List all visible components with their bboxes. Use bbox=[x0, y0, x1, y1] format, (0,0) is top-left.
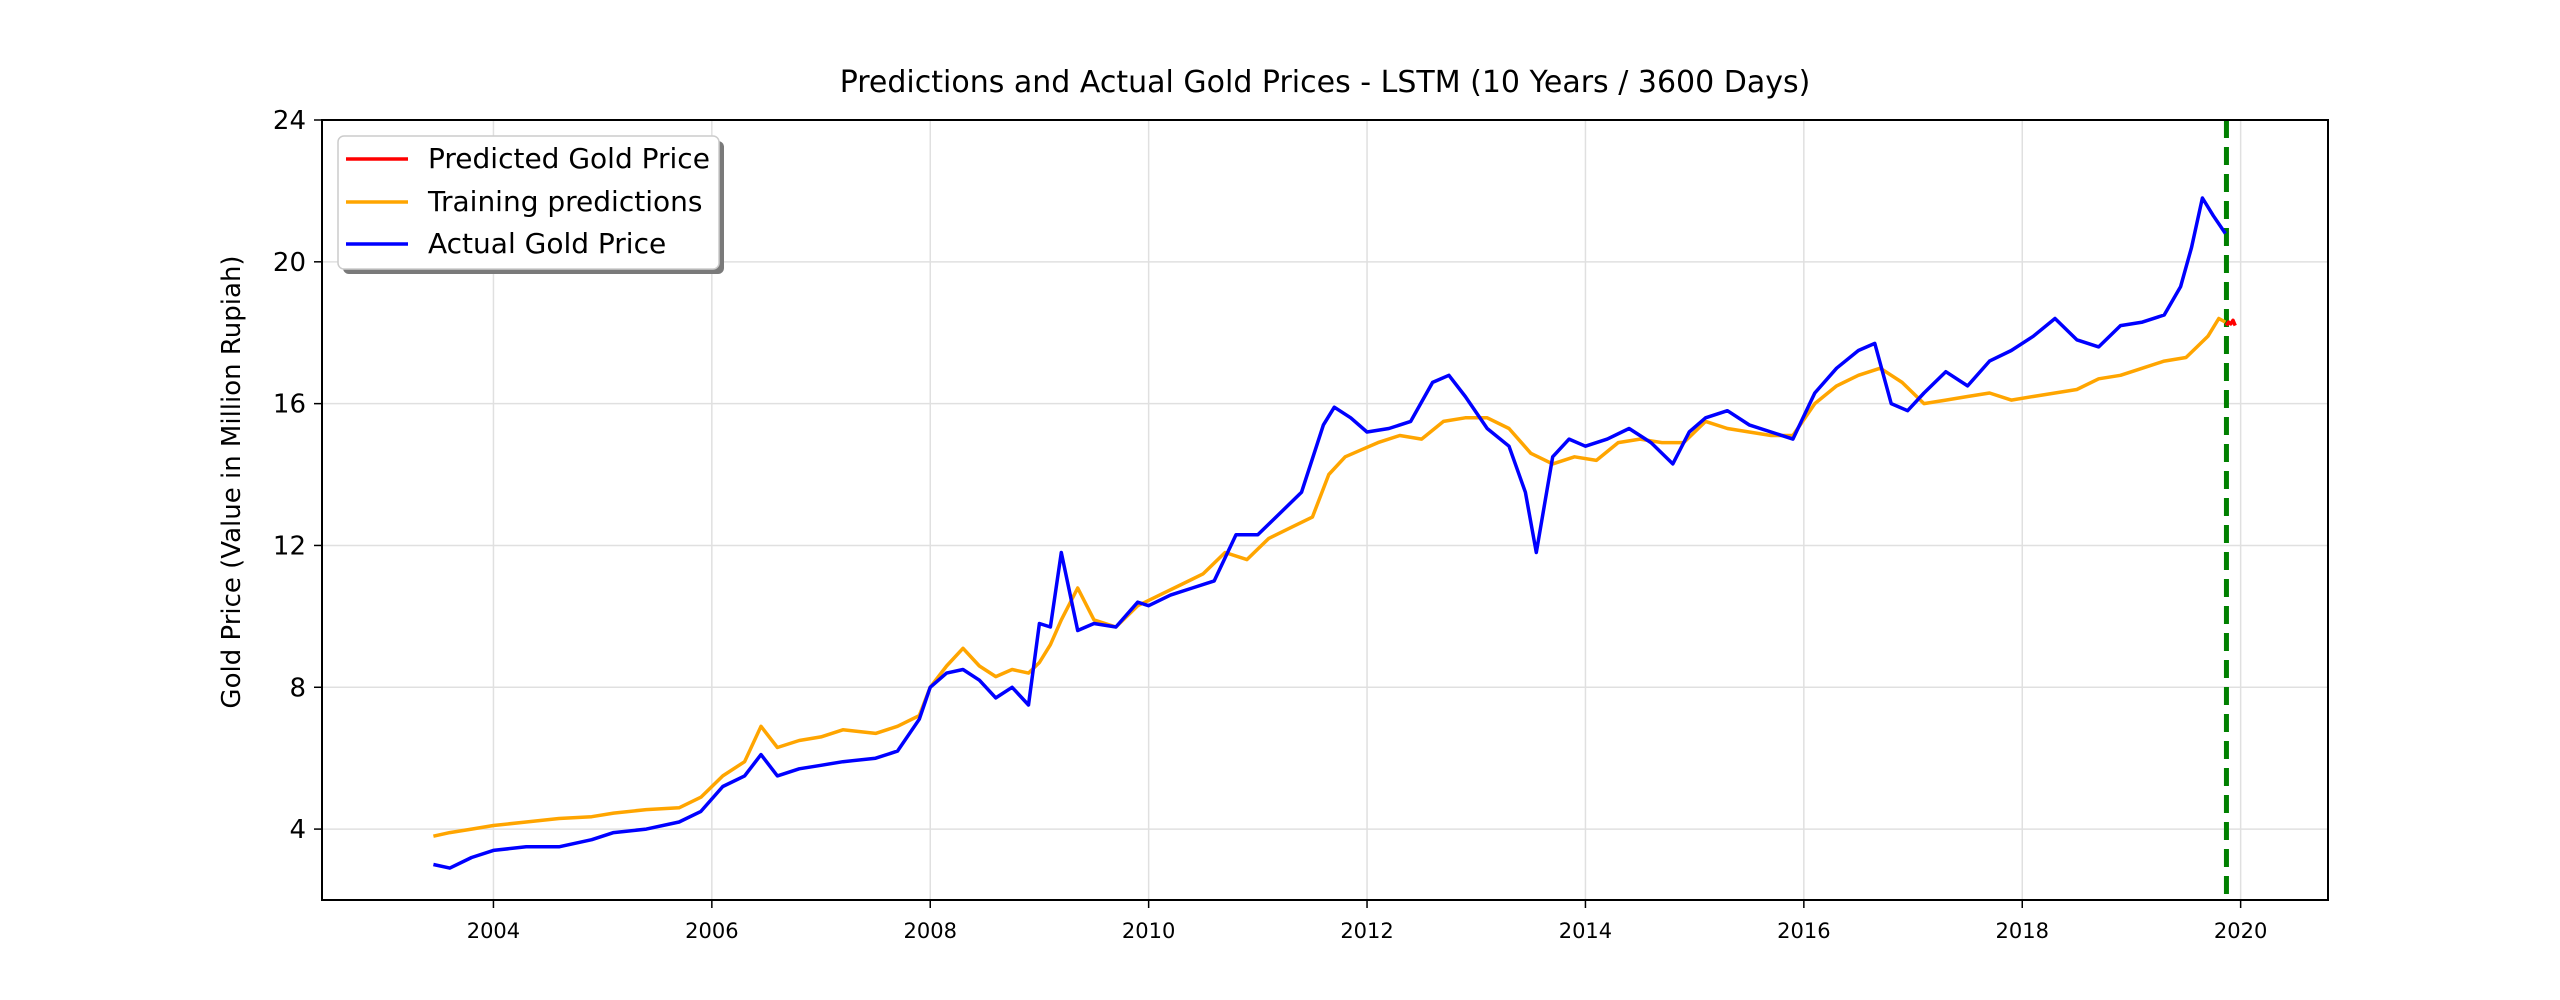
x-tick-label: 2018 bbox=[1996, 919, 2049, 943]
plot-frame bbox=[321, 119, 2329, 901]
legend: Predicted Gold Price Training prediction… bbox=[337, 135, 724, 274]
y-tick-label: 8 bbox=[289, 673, 306, 703]
x-tick-label: 2006 bbox=[685, 919, 738, 943]
y-tick-label: 16 bbox=[273, 390, 306, 420]
chart-title: Predictions and Actual Gold Prices - LST… bbox=[840, 65, 1811, 100]
x-tick-label: 2008 bbox=[904, 919, 957, 943]
x-tick-label: 2016 bbox=[1777, 919, 1830, 943]
x-tick-label: 2014 bbox=[1559, 919, 1612, 943]
y-tick-label: 24 bbox=[273, 106, 306, 136]
x-tick-label: 2012 bbox=[1340, 919, 1393, 943]
x-axis-ticks: 2004 2006 2008 2010 2012 2014 2016 2018 2020 bbox=[467, 900, 2267, 943]
y-axis-label: Gold Price (Value in Million Rupiah) bbox=[217, 255, 247, 708]
series-line-predicted bbox=[2224, 318, 2237, 327]
legend-label-training: Training predictions bbox=[427, 185, 702, 218]
legend-label-predicted: Predicted Gold Price bbox=[428, 142, 710, 175]
x-tick-label: 2004 bbox=[467, 919, 520, 943]
series-line-training bbox=[433, 316, 2227, 838]
y-tick-label: 20 bbox=[273, 248, 306, 278]
legend-label-actual: Actual Gold Price bbox=[428, 227, 666, 260]
plot-series bbox=[433, 196, 2237, 870]
series-line-actual bbox=[433, 196, 2227, 870]
legend-box bbox=[337, 135, 720, 270]
x-tick-label: 2020 bbox=[2214, 919, 2267, 943]
y-axis-ticks: 4 8 12 16 20 24 bbox=[273, 106, 322, 845]
y-tick-label: 4 bbox=[289, 815, 306, 845]
x-tick-label: 2010 bbox=[1122, 919, 1175, 943]
y-tick-label: 12 bbox=[273, 531, 306, 561]
